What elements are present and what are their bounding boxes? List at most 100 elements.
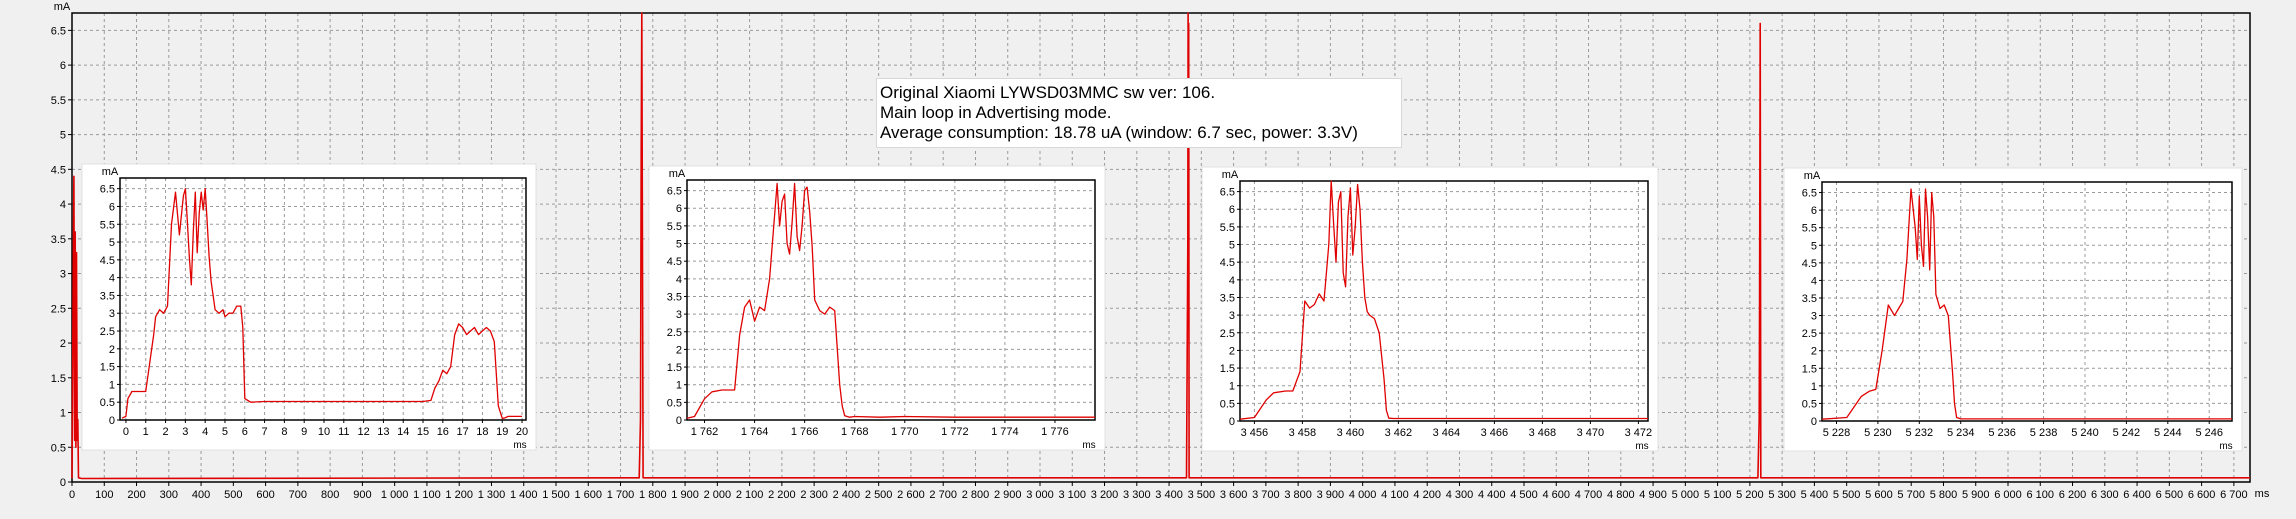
y-tick-label: 0.5: [1220, 398, 1235, 410]
x-tick-label: 5 300: [1768, 489, 1796, 501]
x-axis-label: ms: [2255, 488, 2270, 500]
x-tick-label: 1 764: [741, 426, 769, 438]
x-tick-label: 6 300: [2091, 489, 2119, 501]
y-tick-label: 6: [1811, 205, 1817, 217]
y-tick-label: 6.5: [667, 186, 682, 198]
y-tick-label: 0.5: [667, 397, 682, 409]
x-tick-label: 900: [353, 489, 371, 501]
y-tick-label: 2.5: [100, 326, 115, 338]
x-tick-label: 2 200: [768, 489, 796, 501]
x-tick-label: 4 200: [1413, 489, 1441, 501]
y-tick-label: 6.5: [1802, 188, 1817, 200]
x-tick-label: 6 100: [2027, 489, 2055, 501]
y-tick-label: 3: [60, 269, 66, 281]
y-tick-label: 1.5: [667, 362, 682, 374]
series-line: [686, 182, 1095, 419]
y-tick-label: 5.5: [1802, 223, 1817, 235]
x-tick-label: 800: [321, 489, 339, 501]
y-tick-label: 2: [1811, 346, 1817, 358]
x-tick-label: 12: [357, 426, 369, 438]
x-tick-label: 6 000: [1994, 489, 2022, 501]
x-tick-label: 1: [143, 426, 149, 438]
x-tick-label: 3 800: [1284, 489, 1312, 501]
x-tick-label: 11: [338, 426, 349, 438]
series-line: [121, 188, 522, 419]
plot-frame: [119, 177, 527, 421]
y-tick-label: 4.5: [1802, 258, 1817, 270]
x-axis-label: ms: [1635, 441, 1648, 452]
y-tick-label: 6: [109, 201, 115, 213]
x-tick-label: 3 100: [1059, 489, 1087, 501]
y-tick-label: 3.5: [667, 291, 682, 303]
y-tick-label: 0: [1229, 416, 1235, 428]
y-tick-label: 1: [1811, 381, 1817, 393]
y-tick-label: 4.5: [100, 255, 115, 267]
x-tick-label: 3 456: [1241, 427, 1269, 439]
x-tick-label: 3 700: [1252, 489, 1280, 501]
y-tick-label: 3.5: [1220, 292, 1235, 304]
y-tick-label: 6: [676, 203, 682, 215]
x-tick-label: 5 700: [1897, 489, 1925, 501]
y-tick-label: 3: [1811, 311, 1817, 323]
annotation-line-2: Main loop in Advertising mode.: [880, 103, 1112, 122]
y-tick-label: 5.5: [100, 219, 115, 231]
x-tick-label: 6 400: [2123, 489, 2151, 501]
x-tick-label: 15: [417, 426, 429, 438]
y-tick-label: 1.5: [1802, 363, 1817, 375]
y-tick-label: 4.5: [1220, 257, 1235, 269]
x-tick-label: 3 400: [1155, 489, 1183, 501]
x-tick-label: 10: [318, 426, 330, 438]
y-tick-label: 0: [1811, 416, 1817, 428]
x-tick-label: 0: [123, 426, 129, 438]
x-tick-label: 1 770: [891, 426, 919, 438]
x-tick-label: 5: [222, 426, 228, 438]
y-tick-label: 4.5: [51, 164, 66, 176]
x-tick-label: 3 900: [1317, 489, 1345, 501]
x-tick-label: 3 200: [1091, 489, 1119, 501]
x-tick-label: 5 238: [2030, 427, 2058, 439]
x-tick-label: 3 000: [1026, 489, 1054, 501]
x-tick-label: 6 500: [2156, 489, 2184, 501]
series-line: [1821, 188, 2232, 420]
x-tick-label: 3 462: [1385, 427, 1413, 439]
x-tick-label: 3 466: [1481, 427, 1509, 439]
x-tick-label: 4 800: [1607, 489, 1635, 501]
y-tick-label: 5: [676, 239, 682, 251]
x-axis-label: ms: [2219, 441, 2232, 452]
x-tick-label: 3: [182, 426, 188, 438]
y-axis-label: mA: [669, 168, 686, 180]
x-tick-label: 2 600: [897, 489, 925, 501]
x-tick-label: 300: [160, 489, 178, 501]
x-tick-label: 3 300: [1123, 489, 1151, 501]
x-tick-label: 4 600: [1543, 489, 1571, 501]
x-tick-label: 3 472: [1625, 427, 1653, 439]
y-tick-label: 6: [1229, 204, 1235, 216]
x-tick-label: 4 500: [1510, 489, 1538, 501]
x-tick-label: 400: [192, 489, 210, 501]
y-tick-label: 3: [109, 308, 115, 320]
x-tick-label: 5 236: [1988, 427, 2016, 439]
x-tick-label: 6 700: [2220, 489, 2248, 501]
y-axis-label: mA: [1804, 170, 1821, 182]
x-tick-label: 9: [301, 426, 307, 438]
x-axis-label: ms: [1082, 440, 1095, 451]
x-tick-label: 3 600: [1220, 489, 1248, 501]
x-tick-label: 1 800: [639, 489, 667, 501]
x-tick-label: 17: [456, 426, 468, 438]
x-tick-label: 700: [289, 489, 307, 501]
x-tick-label: 4 700: [1575, 489, 1603, 501]
y-tick-label: 4: [1229, 275, 1235, 287]
y-tick-label: 4: [109, 273, 115, 285]
x-tick-label: 1 762: [691, 426, 719, 438]
y-tick-label: 6.5: [100, 184, 115, 196]
x-tick-label: 16: [437, 426, 449, 438]
y-tick-label: 1.5: [51, 373, 66, 385]
x-tick-label: 1 776: [1041, 426, 1069, 438]
y-tick-label: 1: [109, 379, 115, 391]
x-tick-label: 1 700: [607, 489, 635, 501]
inset-plot-3: 3 456 3 458 3 460 3 462 3 464 3 466 3 468 3 470…: [1201, 166, 1659, 452]
x-tick-label: 1 774: [991, 426, 1019, 438]
x-tick-label: 600: [256, 489, 274, 501]
x-tick-label: 4 300: [1446, 489, 1474, 501]
y-tick-label: 4: [676, 274, 682, 286]
